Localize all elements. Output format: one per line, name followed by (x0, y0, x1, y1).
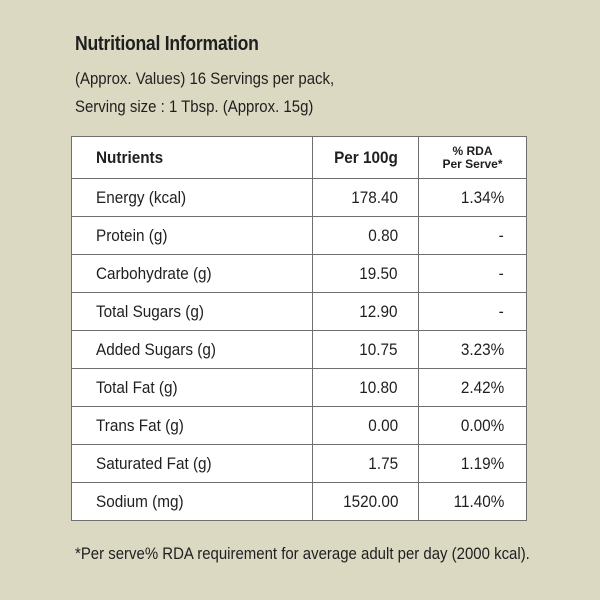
column-header-rda: % RDA Per Serve* (418, 136, 527, 179)
panel-title: Nutritional Information (75, 33, 259, 55)
rda-value: - (418, 292, 527, 331)
rda-value: 0.00% (418, 406, 527, 445)
table-header-row: Nutrients Per 100g % RDA Per Serve* (71, 136, 527, 179)
rda-header-line2: Per Serve* (442, 156, 503, 171)
rda-value: 1.19% (418, 444, 527, 483)
table-row: Total Sugars (g) 12.90 - (71, 292, 527, 331)
rda-value: 2.42% (418, 368, 527, 407)
per-100g-value: 10.75 (312, 330, 419, 369)
nutrient-name: Total Fat (g) (71, 368, 313, 407)
per-100g-value: 1.75 (312, 444, 419, 483)
table-row: Carbohydrate (g) 19.50 - (71, 254, 527, 293)
rda-value: 11.40% (418, 482, 527, 521)
per-100g-value: 12.90 (312, 292, 419, 331)
rda-value: - (418, 216, 527, 255)
nutrient-name: Trans Fat (g) (71, 406, 313, 445)
nutrition-table: Nutrients Per 100g % RDA Per Serve* Ener… (71, 136, 527, 521)
column-header-nutrients: Nutrients (71, 136, 313, 179)
per-100g-value: 178.40 (312, 178, 419, 217)
rda-value: 3.23% (418, 330, 527, 369)
rda-value: - (418, 254, 527, 293)
rda-footnote: *Per serve% RDA requirement for average … (75, 544, 530, 563)
per-100g-value: 0.80 (312, 216, 419, 255)
serving-size-info: Serving size : 1 Tbsp. (Approx. 15g) (75, 97, 314, 116)
per-100g-value: 0.00 (312, 406, 419, 445)
table-row: Total Fat (g) 10.80 2.42% (71, 368, 527, 407)
nutrient-name: Saturated Fat (g) (71, 444, 313, 483)
rda-value: 1.34% (418, 178, 527, 217)
per-100g-value: 10.80 (312, 368, 419, 407)
table-row: Trans Fat (g) 0.00 0.00% (71, 406, 527, 445)
rda-header-line1: % RDA (452, 143, 493, 158)
servings-info: (Approx. Values) 16 Servings per pack, (75, 69, 335, 88)
table-row: Added Sugars (g) 10.75 3.23% (71, 330, 527, 369)
nutrient-name: Protein (g) (71, 216, 313, 255)
column-header-per-100g: Per 100g (312, 136, 419, 179)
nutrient-name: Energy (kcal) (71, 178, 313, 217)
per-100g-value: 19.50 (312, 254, 419, 293)
nutrient-name: Added Sugars (g) (71, 330, 313, 369)
table-row: Protein (g) 0.80 - (71, 216, 527, 255)
table-row: Energy (kcal) 178.40 1.34% (71, 178, 527, 217)
table-row: Saturated Fat (g) 1.75 1.19% (71, 444, 527, 483)
nutrient-name: Total Sugars (g) (71, 292, 313, 331)
per-100g-value: 1520.00 (312, 482, 419, 521)
table-row: Sodium (mg) 1520.00 11.40% (71, 482, 527, 521)
nutrient-name: Sodium (mg) (71, 482, 313, 521)
nutrient-name: Carbohydrate (g) (71, 254, 313, 293)
